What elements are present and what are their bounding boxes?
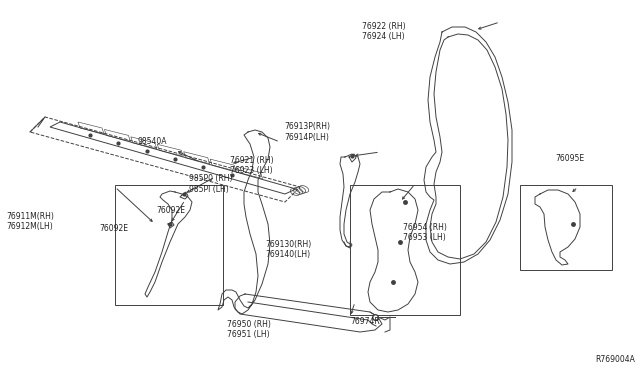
Text: 76974R: 76974R [351, 317, 380, 326]
Text: 76922 (RH)
76924 (LH): 76922 (RH) 76924 (LH) [362, 22, 405, 41]
Text: 76921 (RH)
76923 (LH): 76921 (RH) 76923 (LH) [230, 156, 274, 175]
Text: 76954 (RH)
76953 (LH): 76954 (RH) 76953 (LH) [403, 223, 447, 242]
Text: 76950 (RH)
76951 (LH): 76950 (RH) 76951 (LH) [227, 320, 271, 339]
Bar [520, 185, 612, 270]
Bar [115, 185, 223, 305]
Text: 76095E: 76095E [556, 154, 585, 163]
Text: R769004A: R769004A [595, 355, 635, 364]
Text: 76092E: 76092E [157, 206, 186, 215]
Text: 76913P(RH)
76914P(LH): 76913P(RH) 76914P(LH) [285, 122, 331, 142]
Text: 76911M(RH)
76912M(LH): 76911M(RH) 76912M(LH) [6, 212, 54, 231]
Text: 76092E: 76092E [99, 224, 128, 233]
Text: 769130(RH)
769140(LH): 769130(RH) 769140(LH) [266, 240, 312, 259]
Text: 98540A: 98540A [138, 137, 167, 146]
Bar [350, 185, 460, 315]
Text: 985P0 (RH)
985PI (LH): 985P0 (RH) 985PI (LH) [189, 174, 232, 194]
